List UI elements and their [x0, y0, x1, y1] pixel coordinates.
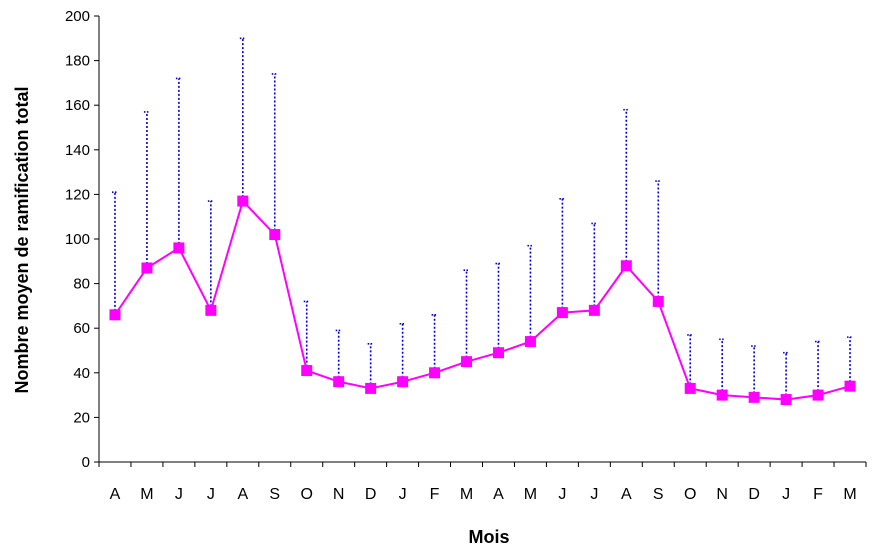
series-line: [114, 199, 851, 401]
x-tick-label: N: [333, 486, 345, 503]
data-point: [397, 376, 409, 388]
data-point: [844, 380, 856, 392]
x-tick-label: O: [684, 486, 696, 503]
x-tick-label: A: [493, 486, 504, 503]
data-point: [492, 347, 504, 359]
data-point: [684, 382, 696, 394]
data-point: [237, 195, 249, 207]
x-tick-label: M: [460, 486, 473, 503]
data-point: [333, 376, 345, 388]
data-point: [556, 307, 568, 319]
error-bars: [111, 37, 854, 400]
y-tick-label: 80: [73, 276, 90, 293]
data-point: [620, 260, 632, 272]
data-point: [365, 382, 377, 394]
x-tick-label: J: [207, 486, 215, 503]
x-tick-label: J: [590, 486, 598, 503]
y-tick-label: 140: [65, 142, 90, 159]
y-tick-label: 40: [73, 365, 90, 382]
x-tick-label: A: [110, 486, 121, 503]
data-point: [269, 229, 281, 241]
x-tick-label: S: [269, 486, 280, 503]
data-point: [173, 242, 185, 254]
data-point: [109, 309, 121, 321]
data-point: [748, 391, 760, 403]
data-point: [716, 389, 728, 401]
x-tick-label: J: [558, 486, 566, 503]
data-point: [301, 365, 313, 377]
y-tick-label: 200: [65, 8, 90, 25]
x-tick-label: F: [430, 486, 440, 503]
x-tick-label: D: [748, 486, 760, 503]
x-axis-title: Mois: [468, 527, 509, 547]
x-tick-label: J: [399, 486, 407, 503]
x-tick-label: D: [365, 486, 377, 503]
x-tick-label: O: [301, 486, 313, 503]
y-tick-label: 0: [82, 454, 90, 471]
x-tick-label: A: [237, 486, 248, 503]
y-tick-label: 160: [65, 97, 90, 114]
data-point: [141, 262, 153, 274]
data-point: [461, 356, 473, 368]
x-tick-label: M: [524, 486, 537, 503]
y-tick-label: 20: [73, 409, 90, 426]
x-tick-label: A: [621, 486, 632, 503]
data-point: [524, 336, 536, 348]
x-tick-label: N: [716, 486, 728, 503]
x-tick-label: J: [175, 486, 183, 503]
x-tick-label: J: [782, 486, 790, 503]
data-point: [429, 367, 441, 379]
data-point: [652, 295, 664, 307]
x-tick-label: F: [813, 486, 823, 503]
data-point: [205, 304, 217, 316]
y-axis-title: Nombre moyen de ramification total: [12, 86, 32, 393]
y-tick-label: 180: [65, 53, 90, 70]
axes: 0 20 40 60 80 100 120 140 160 180 200 A M J J A S O N D J F M A…: [65, 8, 867, 503]
y-tick-label: 120: [65, 186, 90, 203]
data-point: [588, 304, 600, 316]
x-tick-label: S: [653, 486, 664, 503]
data-point: [780, 394, 792, 406]
data-point: [812, 389, 824, 401]
y-tick-label: 100: [65, 231, 90, 248]
y-tick-label: 60: [73, 320, 90, 337]
data-series: [109, 195, 856, 406]
x-tick-label: M: [843, 486, 856, 503]
x-tick-label: M: [140, 486, 153, 503]
